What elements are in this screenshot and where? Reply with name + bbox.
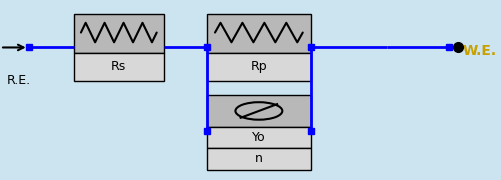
Bar	[206, 14, 311, 53]
Bar	[74, 14, 164, 53]
Text: W.E.: W.E.	[462, 44, 496, 58]
Bar	[206, 127, 311, 148]
Text: Yo: Yo	[252, 131, 265, 144]
Text: n: n	[255, 152, 263, 165]
Text: Rs: Rs	[111, 60, 126, 73]
Text: Rp: Rp	[250, 60, 267, 73]
Text: R.E.: R.E.	[7, 74, 31, 87]
Bar	[206, 95, 311, 127]
Bar	[206, 148, 311, 170]
Bar	[206, 53, 311, 81]
Bar	[74, 53, 164, 81]
